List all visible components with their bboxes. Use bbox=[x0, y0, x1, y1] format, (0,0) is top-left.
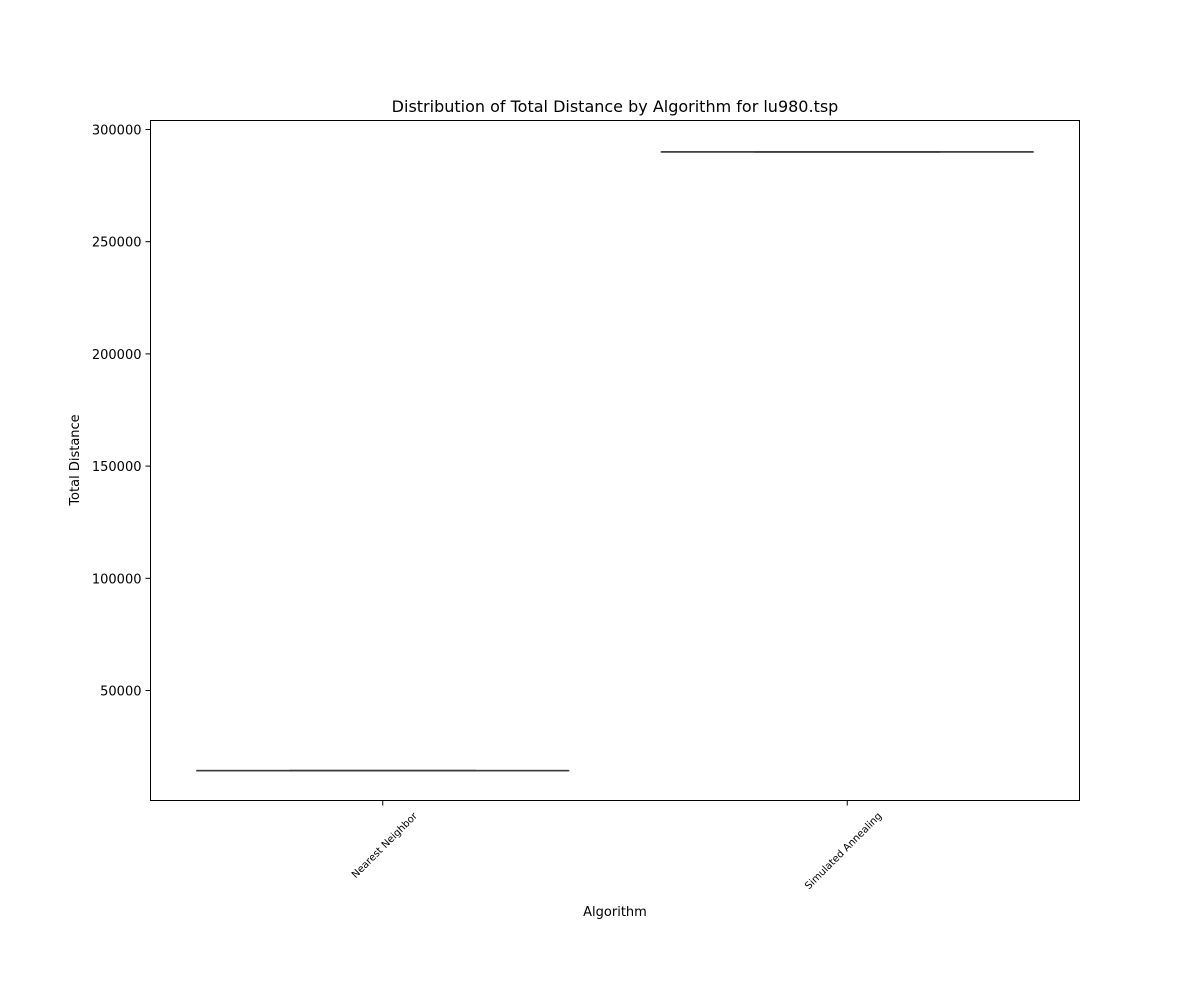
x-axis: Nearest Neighbor Simulated Annealing bbox=[350, 800, 884, 892]
y-tick-label: 200000 bbox=[92, 348, 142, 363]
y-tick-label: 150000 bbox=[92, 460, 142, 475]
chart-title: Distribution of Total Distance by Algori… bbox=[392, 97, 839, 116]
plot-area-frame bbox=[150, 120, 1080, 801]
y-tick-label: 300000 bbox=[92, 123, 142, 138]
y-axis-label: Total Distance bbox=[68, 414, 83, 506]
x-axis-label: Algorithm bbox=[583, 905, 647, 920]
y-axis: 50000 100000 150000 200000 250000 300000 bbox=[92, 123, 151, 700]
y-tick-label: 50000 bbox=[100, 685, 141, 700]
y-tick-label: 250000 bbox=[92, 236, 142, 251]
x-tick-label: Nearest Neighbor bbox=[350, 810, 420, 880]
box-plots bbox=[196, 151, 1034, 772]
x-tick-label: Simulated Annealing bbox=[803, 811, 884, 892]
y-tick-label: 100000 bbox=[92, 572, 142, 587]
